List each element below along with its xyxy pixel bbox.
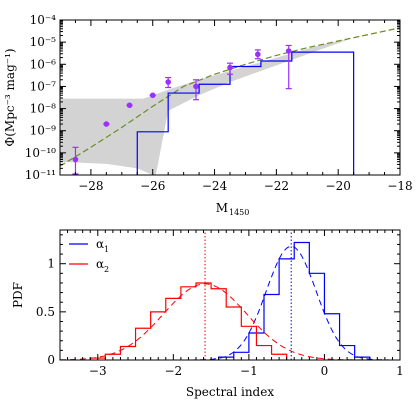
confidence-region: [60, 38, 351, 175]
top-y-axis-label-text: Φ(Mpc⁻³ mag⁻¹): [3, 48, 17, 146]
data-point: [149, 92, 156, 99]
data-point: [193, 83, 199, 90]
top-x-axis-label: M: [216, 201, 228, 215]
x-tick-label: −3: [89, 364, 107, 378]
data-point: [72, 156, 79, 163]
y-tick-label: 0: [47, 353, 55, 367]
y-tick-label: 10⁻⁶: [30, 57, 57, 71]
data-point: [165, 79, 171, 85]
bottom-y-axis-label: PDF: [11, 282, 25, 308]
histogram-series-2: [89, 282, 288, 360]
top-axis-ticks: −28 −26 −24 −22 −20 −18 10⁻¹¹ 10⁻¹⁰ 10⁻⁹ 10⁻⁸ 10⁻⁷…: [25, 13, 413, 193]
x-tick-label: −20: [326, 179, 351, 193]
luminosity-function-panel: −28 −26 −24 −22 −20 −18 10⁻¹¹ 10⁻¹⁰ 10⁻⁹ 10⁻⁸ 10⁻⁷…: [3, 13, 413, 217]
x-tick-label: −22: [264, 179, 289, 193]
y-tick-label: 10⁻⁴: [30, 13, 57, 27]
spectral-index-panel: −3 −2 −1 0 100.51 PDF Spectral index α 1α 2: [11, 229, 404, 399]
bottom-x-axis-label: Spectral index: [186, 385, 274, 399]
gaussian-fit-series-2: [60, 283, 399, 360]
top-x-axis-label-subscript: 1450: [229, 208, 249, 217]
bottom-y-axis-label-text: PDF: [11, 282, 25, 308]
y-tick-label: 10⁻¹⁰: [25, 146, 56, 160]
y-tick-label: 10⁻⁷: [30, 79, 57, 93]
binned-luminosity-function: [136, 51, 355, 175]
legend-label-subscript-series-1: 1: [104, 245, 109, 254]
x-tick-label: −2: [164, 364, 182, 378]
y-tick-label: 10⁻⁸: [30, 102, 57, 116]
data-point: [126, 102, 133, 109]
data-point: [103, 121, 110, 127]
x-tick-label: −26: [140, 179, 165, 193]
bottom-plot-area: [60, 230, 399, 360]
gaussian-fit-series-1: [60, 245, 399, 360]
x-tick-label: −24: [202, 179, 228, 193]
y-tick-label: 1: [47, 257, 55, 271]
histogram-series-1: [218, 241, 371, 360]
legend-label-series-1: α: [96, 237, 104, 251]
y-tick-label: 10⁻⁹: [30, 124, 57, 138]
data-point: [227, 64, 233, 71]
x-tick-label: −18: [387, 179, 412, 193]
legend-label-subscript-series-2: 2: [104, 265, 109, 274]
x-tick-label: −1: [240, 364, 258, 378]
legend-label-series-2: α: [96, 257, 104, 271]
data-point: [255, 51, 261, 58]
y-tick-label: 10⁻¹¹: [25, 168, 56, 182]
legend: α 1α 2: [69, 237, 109, 274]
y-tick-label: 0.5: [36, 305, 55, 319]
x-tick-label: 0: [321, 364, 329, 378]
bottom-plot-frame: [59, 229, 401, 361]
top-y-axis-label: Φ(Mpc⁻³ mag⁻¹): [3, 48, 17, 146]
bottom-axis-ticks: −3 −2 −1 0 1 0 0.5 1: [36, 230, 404, 378]
x-tick-label: −28: [78, 179, 103, 193]
fit-curve: [60, 27, 400, 167]
data-point: [285, 48, 292, 54]
x-tick-label: 1: [396, 364, 404, 378]
top-plot-area: [60, 27, 400, 175]
y-tick-label: 10⁻⁵: [30, 35, 57, 49]
